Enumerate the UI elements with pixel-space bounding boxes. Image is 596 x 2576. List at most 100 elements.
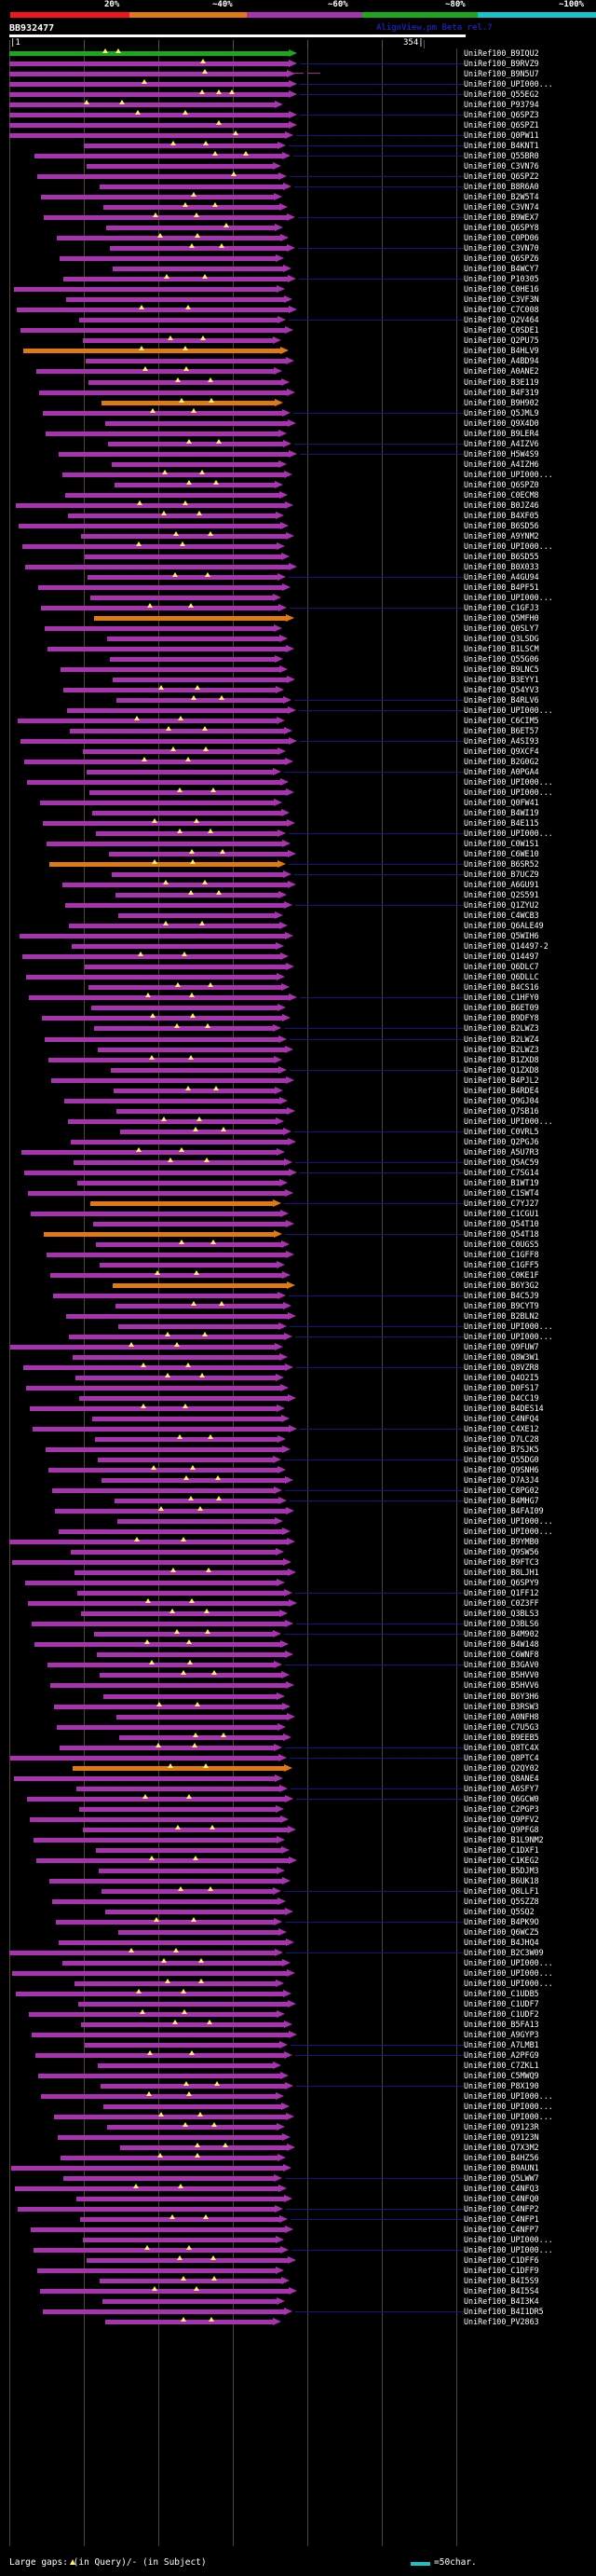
alignment-row[interactable]: UniRef100_B2W5T4 — [0, 192, 596, 202]
alignment-row[interactable]: UniRef100_Q8PTC4 — [0, 1753, 596, 1763]
alignment-row[interactable]: UniRef100_B1ZXD8 — [0, 1054, 596, 1065]
alignment-row[interactable]: UniRef100_Q55EG2 — [0, 89, 596, 100]
subject-id-label[interactable]: UniRef100_B3EYY1 — [464, 674, 539, 684]
alignment-row[interactable]: UniRef100_Q6SPZ2 — [0, 171, 596, 182]
subject-id-label[interactable]: UniRef100_C3VN74 — [464, 202, 539, 212]
alignment-row[interactable]: UniRef100_B0X033 — [0, 562, 596, 572]
alignment-row[interactable]: UniRef100_Q5MFH0 — [0, 613, 596, 623]
alignment-row[interactable]: UniRef100_C3VN74 — [0, 202, 596, 212]
hsp-bar[interactable] — [65, 903, 284, 909]
alignment-row[interactable]: UniRef100_B2LWZ3 — [0, 1045, 596, 1055]
alignment-row[interactable]: UniRef100_UPI000... — [0, 777, 596, 788]
hsp-bar[interactable] — [98, 1047, 285, 1052]
hsp-bar[interactable] — [116, 1108, 287, 1114]
alignment-row[interactable]: UniRef100_UPI000... — [0, 788, 596, 798]
subject-id-label[interactable]: UniRef100_C1GFF5 — [464, 1259, 539, 1269]
alignment-row[interactable]: UniRef100_C4WCB3 — [0, 911, 596, 921]
alignment-row[interactable]: UniRef100_Q8VZR8 — [0, 1363, 596, 1373]
alignment-row[interactable]: UniRef100_B9AUN1 — [0, 2163, 596, 2173]
alignment-row[interactable]: UniRef100_C1UDF7 — [0, 1999, 596, 2009]
alignment-row[interactable]: UniRef100_D4CC19 — [0, 1393, 596, 1404]
subject-id-label[interactable]: UniRef100_C1GFJ3 — [464, 602, 539, 612]
subject-id-label[interactable]: UniRef100_B4WI19 — [464, 808, 539, 818]
subject-id-label[interactable]: UniRef100_Q2PU75 — [464, 336, 539, 346]
hsp-bar[interactable] — [79, 318, 278, 323]
hsp-bar[interactable] — [53, 1293, 278, 1298]
alignment-row[interactable]: UniRef100_C0VRL5 — [0, 1126, 596, 1137]
subject-id-label[interactable]: UniRef100_PV2863 — [464, 2317, 539, 2327]
hsp-bar[interactable] — [30, 1406, 277, 1412]
hsp-bar[interactable] — [9, 123, 289, 129]
alignment-row[interactable]: UniRef100_B9H902 — [0, 397, 596, 408]
subject-id-label[interactable]: UniRef100_Q54T10 — [464, 1218, 539, 1228]
alignment-row[interactable]: UniRef100_D7LC28 — [0, 1434, 596, 1445]
subject-id-label[interactable]: UniRef100_C1UDF2 — [464, 2008, 539, 2019]
hsp-bar[interactable] — [116, 697, 283, 703]
hsp-bar[interactable] — [12, 1560, 283, 1566]
hsp-bar[interactable] — [59, 1939, 286, 1945]
alignment-row[interactable]: UniRef100_Q8W3W1 — [0, 1352, 596, 1363]
alignment-row[interactable]: UniRef100_B1LSCM — [0, 644, 596, 654]
hsp-bar[interactable] — [64, 1098, 279, 1103]
subject-id-label[interactable]: UniRef100_Q6SPZ6 — [464, 253, 539, 264]
subject-id-label[interactable]: UniRef100_Q6SPZ1 — [464, 120, 539, 130]
hsp-bar[interactable] — [86, 359, 286, 364]
alignment-row[interactable]: UniRef100_B9YMB0 — [0, 1537, 596, 1547]
hsp-bar[interactable] — [103, 1693, 277, 1699]
alignment-row[interactable]: UniRef100_B4F319 — [0, 388, 596, 398]
alignment-row[interactable]: UniRef100_C4NFP7 — [0, 2225, 596, 2235]
subject-id-label[interactable]: UniRef100_C1CGU1 — [464, 1208, 539, 1218]
alignment-row[interactable]: UniRef100_B4DES14 — [0, 1404, 596, 1414]
subject-id-label[interactable]: UniRef100_UPI000... — [464, 1321, 553, 1331]
hsp-bar[interactable] — [52, 1898, 278, 1904]
alignment-row[interactable]: UniRef100_B4XF05 — [0, 510, 596, 521]
hsp-bar[interactable] — [120, 1129, 283, 1134]
hsp-bar[interactable] — [74, 1570, 288, 1576]
hsp-bar[interactable] — [102, 1478, 285, 1484]
alignment-row[interactable]: UniRef100_B2C3W09 — [0, 1947, 596, 1958]
alignment-row[interactable]: UniRef100_Q9123R — [0, 2122, 596, 2132]
hsp-bar[interactable] — [76, 2197, 284, 2202]
hsp-bar[interactable] — [115, 1499, 278, 1504]
alignment-row[interactable]: UniRef100_UPI000... — [0, 2112, 596, 2122]
subject-id-label[interactable]: UniRef100_A5U7R3 — [464, 1146, 539, 1157]
subject-id-label[interactable]: UniRef100_B9WEX7 — [464, 212, 539, 223]
hsp-bar[interactable] — [105, 420, 288, 426]
hsp-bar[interactable] — [27, 780, 280, 786]
hsp-bar[interactable] — [119, 1734, 283, 1740]
subject-id-label[interactable]: UniRef100_B9N5U7 — [464, 69, 539, 79]
hsp-bar[interactable] — [44, 1231, 274, 1237]
hsp-bar[interactable] — [10, 1755, 278, 1761]
alignment-row[interactable]: UniRef100_A5U7R3 — [0, 1146, 596, 1158]
subject-id-label[interactable]: UniRef100_UPI000... — [464, 1116, 553, 1126]
subject-id-label[interactable]: UniRef100_B5HVV0 — [464, 1670, 539, 1680]
alignment-row[interactable]: UniRef100_Q9SW56 — [0, 1547, 596, 1557]
hsp-bar[interactable] — [9, 113, 289, 118]
subject-id-label[interactable]: UniRef100_C4WCB3 — [464, 911, 539, 921]
subject-id-label[interactable]: UniRef100_C7ZKL1 — [464, 2061, 539, 2071]
alignment-row[interactable]: UniRef100_Q5WIH6 — [0, 931, 596, 941]
subject-id-label[interactable]: UniRef100_Q6SPZ2 — [464, 171, 539, 182]
subject-id-label[interactable]: UniRef100_Q54T18 — [464, 1228, 539, 1239]
alignment-row[interactable]: UniRef100_B6SD56 — [0, 521, 596, 531]
subject-id-label[interactable]: UniRef100_Q8TC4X — [464, 1742, 539, 1752]
subject-id-label[interactable]: UniRef100_C0ECM8 — [464, 489, 539, 500]
alignment-row[interactable]: UniRef100_C7U5G3 — [0, 1722, 596, 1733]
subject-id-label[interactable]: UniRef100_B8R6A0 — [464, 182, 539, 192]
subject-id-label[interactable]: UniRef100_B6Y3H6 — [464, 1691, 539, 1701]
alignment-row[interactable]: UniRef100_B6SD55 — [0, 552, 596, 562]
subject-id-label[interactable]: UniRef100_UPI000... — [464, 2245, 553, 2255]
hsp-bar[interactable] — [15, 2186, 278, 2192]
subject-id-label[interactable]: UniRef100_C0KE1F — [464, 1269, 539, 1280]
alignment-row[interactable]: UniRef100_C1GFJ3 — [0, 602, 596, 613]
alignment-row[interactable]: UniRef100_UPI000... — [0, 469, 596, 480]
alignment-row[interactable]: UniRef100_A0NFH8 — [0, 1712, 596, 1722]
hsp-bar[interactable] — [108, 441, 283, 446]
subject-id-label[interactable]: UniRef100_P93794 — [464, 100, 539, 110]
alignment-row[interactable]: UniRef100_C5MWQ9 — [0, 2071, 596, 2081]
alignment-row[interactable]: UniRef100_C4NFP2 — [0, 2204, 596, 2214]
subject-id-label[interactable]: UniRef100_B4C5J9 — [464, 1290, 539, 1300]
subject-id-label[interactable]: UniRef100_C5MWQ9 — [464, 2071, 539, 2081]
hsp-bar[interactable] — [22, 543, 277, 549]
alignment-row[interactable]: UniRef100_C1UDF2 — [0, 2008, 596, 2020]
